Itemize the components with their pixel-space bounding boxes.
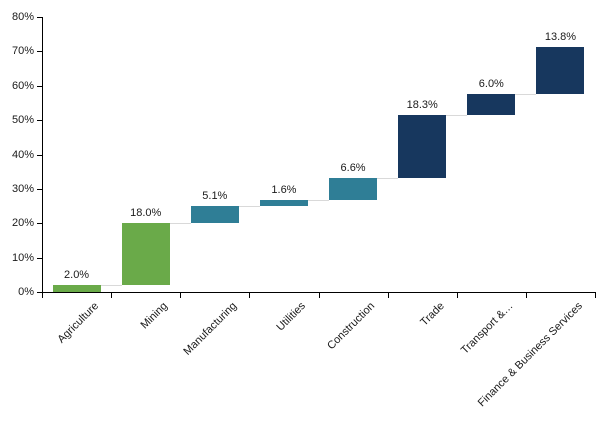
x-axis-category-label-transport: Transport &… xyxy=(459,300,516,357)
x-axis-tick xyxy=(595,293,596,298)
y-axis-tick-label: 30% xyxy=(11,182,34,195)
y-axis-tick-label: 0% xyxy=(18,286,34,298)
bar-construction xyxy=(329,177,378,201)
y-axis-tick-label: 60% xyxy=(11,79,34,92)
bar-value-label-construction: 6.6% xyxy=(340,161,366,174)
bar-value-label-utilities: 1.6% xyxy=(271,184,297,197)
x-axis-category-label-manufacturing: Manufacturing xyxy=(181,300,240,358)
connector-line xyxy=(307,200,330,202)
x-axis-category-label-mining: Mining xyxy=(138,300,171,332)
y-axis-line xyxy=(42,17,43,293)
x-axis-tick xyxy=(111,293,113,298)
bar-value-label-mining: 18.0% xyxy=(130,207,162,220)
x-axis-tick xyxy=(42,293,43,298)
bar-value-label-manufacturing: 5.1% xyxy=(202,189,228,202)
connector-line xyxy=(100,285,122,287)
x-axis-tick xyxy=(456,293,458,298)
x-axis-category-label-trade: Trade xyxy=(418,300,447,329)
x-axis-tick xyxy=(525,293,527,298)
y-axis-tick-label: 40% xyxy=(11,148,34,161)
bar-value-label-finance-business-services: 13.8% xyxy=(544,30,577,43)
y-axis-tick xyxy=(37,120,42,122)
y-axis-tick-label: 80% xyxy=(11,11,34,23)
x-axis-category-label-agriculture: Agriculture xyxy=(55,300,102,346)
connector-line xyxy=(515,94,537,95)
bar-value-label-agriculture: 2.0% xyxy=(64,269,90,282)
bar-agriculture xyxy=(52,285,101,292)
x-axis-category-label-construction: Construction xyxy=(325,300,378,353)
y-axis-tick xyxy=(37,154,42,156)
x-axis-category-label-utilities: Utilities xyxy=(274,300,309,334)
bar-mining xyxy=(121,223,170,286)
connector-line xyxy=(238,205,260,207)
y-axis-tick xyxy=(37,292,42,293)
y-axis-tick xyxy=(37,223,42,225)
bar-manufacturing xyxy=(190,205,239,224)
bar-finance-business-services xyxy=(536,46,585,94)
y-axis-tick xyxy=(37,17,42,18)
x-axis-tick xyxy=(180,293,182,298)
y-axis-tick xyxy=(37,188,42,190)
bar-value-label-trade: 18.3% xyxy=(406,98,438,111)
bar-transport xyxy=(467,94,516,115)
connector-line xyxy=(446,114,468,116)
y-axis-tick xyxy=(37,85,42,87)
bar-utilities xyxy=(259,200,308,206)
bar-trade xyxy=(398,114,447,178)
y-axis-tick-label: 70% xyxy=(11,45,34,58)
y-axis-tick-label: 20% xyxy=(11,217,34,230)
x-axis-line xyxy=(42,292,596,293)
x-axis-tick xyxy=(318,293,320,298)
connector-line xyxy=(169,223,191,225)
connector-line xyxy=(377,177,399,179)
y-axis-tick-label: 50% xyxy=(11,114,34,127)
y-axis-tick xyxy=(37,257,42,259)
y-axis-tick xyxy=(37,51,42,53)
x-axis-tick xyxy=(387,293,389,298)
y-axis-tick-label: 10% xyxy=(11,251,34,264)
bar-value-label-transport: 6.0% xyxy=(478,78,504,90)
x-axis-tick xyxy=(249,293,251,298)
